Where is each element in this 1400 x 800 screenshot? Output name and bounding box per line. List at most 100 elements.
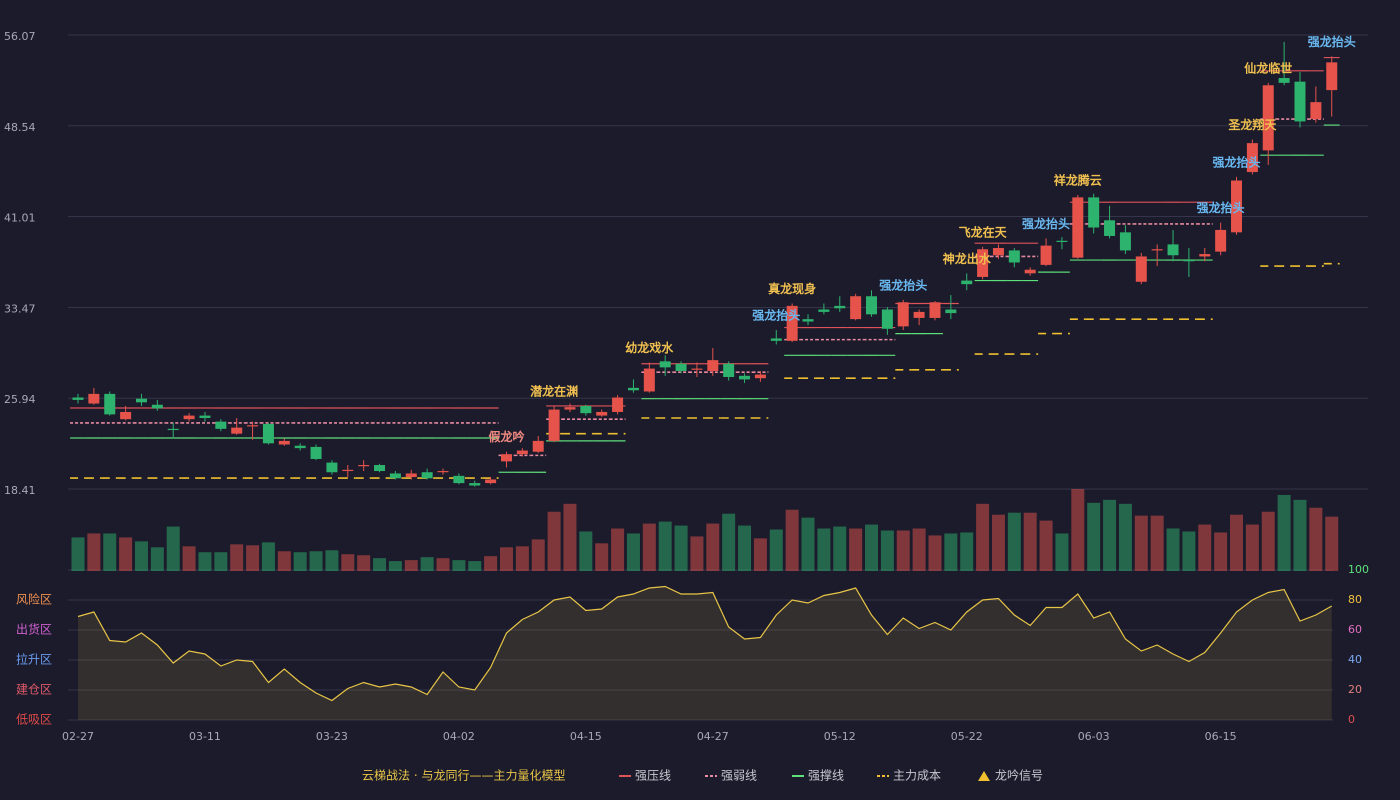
volume-bar [674,525,688,571]
volume-bar [928,535,942,571]
volume-bar [960,532,974,571]
candle-body [389,473,401,479]
candle-body [1246,143,1258,173]
candle-body [850,296,862,320]
volume-bar [1309,507,1323,571]
volume-bar [531,539,545,571]
candle-body [548,409,560,441]
candle-body [358,465,370,467]
candle-body [167,428,179,431]
candle-body [564,407,576,410]
candle-body [786,305,798,341]
candle-body [612,397,624,412]
volume-bar [230,544,244,571]
zone-label: 出货区 [16,622,52,637]
volume-bar [246,545,260,571]
volume-bar [801,517,815,571]
candle-body [913,311,925,318]
x-tick-label: 05-22 [951,730,983,743]
candle-body [977,249,989,277]
volume-bar [261,542,275,571]
candle-body [135,398,147,403]
indicator-area [78,586,1332,720]
zone-label: 建仓区 [16,683,52,697]
candle-body [881,309,893,329]
volume-bar [642,523,656,571]
volume-bar [1166,528,1180,571]
volume-bar [865,524,878,571]
candle-body [1008,250,1020,263]
candle-body [897,302,909,327]
volume-bar [150,547,164,571]
signal-label: 潜龙在渊 [530,383,578,398]
candle-body [992,248,1004,256]
volume-bar [1023,512,1037,571]
y-tick-label: 0 [1348,713,1355,726]
candle-body [72,397,84,400]
volume-bar [817,528,831,571]
volume-bar [547,511,561,571]
candle-body [1278,78,1290,83]
volume-bar [388,561,402,571]
volume-bar [309,551,323,571]
candle-body [231,427,243,434]
candle-body [278,440,290,445]
volume-bar [325,550,339,571]
candle-body [1151,249,1163,251]
candle-body [1326,62,1338,91]
candle-body [516,450,528,455]
candle-body [866,296,877,315]
signal-label: 幼龙戏水 [625,340,674,355]
legend-swatch [978,771,990,781]
candle-body [643,368,655,392]
legend-label: 强压线 [635,769,671,783]
volume-bar [1055,533,1069,571]
volume-bar [420,557,434,571]
volume-bar [198,552,212,571]
volume-bar [738,525,752,571]
candle-body [532,440,544,452]
volume-bar [626,533,640,571]
candle-body [929,302,941,318]
signal-label: 祥龙腾云 [1054,172,1102,187]
volume-bar [1277,494,1291,571]
candle-body [342,469,354,472]
y-tick-label: 56.07 [4,30,36,43]
volume-bar [1150,515,1164,571]
volume-bar [182,546,196,571]
candle-body [770,338,782,341]
volume-bar [341,554,355,571]
x-tick-label: 04-02 [443,730,475,743]
volume-bar [468,561,482,571]
volume-bar [71,537,85,571]
candle-body [485,479,497,484]
volume-bar [769,529,783,571]
volume-bar [499,547,513,571]
candle-body [754,374,766,379]
signal-label: 强龙抬头 [879,277,927,292]
x-tick-label: 04-15 [570,730,602,743]
candle-body [199,415,211,418]
candle-body [1199,254,1211,257]
candle-body [739,375,751,380]
candle-body [1119,232,1131,251]
signal-label: 强龙抬头 [1213,154,1261,169]
candle-body [1167,244,1179,256]
volume-bar [785,509,799,571]
volume-bar [706,523,720,571]
signal-label: 强龙抬头 [752,307,800,322]
candle-body [834,305,846,309]
candle-body [183,415,195,420]
y-tick-label: 48.54 [4,121,36,134]
candle-body [262,424,274,444]
volume-bar [849,528,863,571]
candle-body [500,454,512,462]
candle-body [1104,220,1116,236]
volume-bar [1039,520,1053,571]
x-tick-label: 03-11 [189,730,221,743]
signal-label: 真龙现身 [768,281,816,296]
volume-bar [1134,515,1148,571]
candle-body [1056,240,1068,242]
